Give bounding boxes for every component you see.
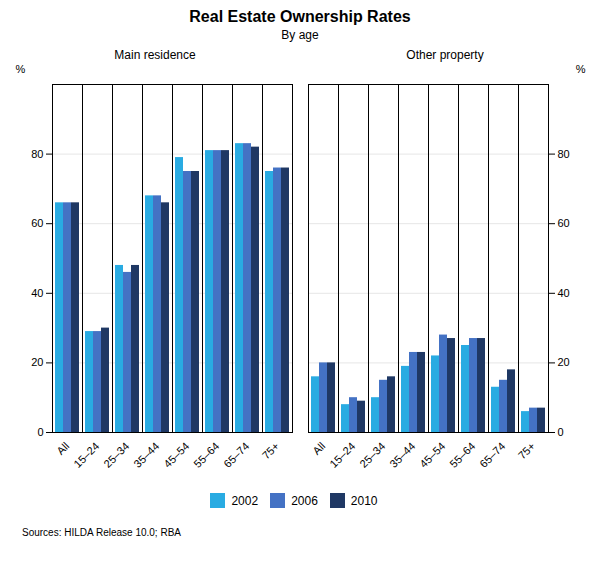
html-text:2006: 2006 bbox=[291, 493, 318, 508]
svg-text:25–34: 25–34 bbox=[357, 440, 387, 470]
svg-text:80: 80 bbox=[31, 148, 43, 160]
svg-text:45–54: 45–54 bbox=[161, 440, 191, 470]
svg-text:55–64: 55–64 bbox=[447, 440, 477, 470]
svg-text:%: % bbox=[16, 63, 26, 75]
svg-text:75+: 75+ bbox=[260, 440, 282, 462]
svg-text:55–64: 55–64 bbox=[191, 440, 221, 470]
svg-text:0: 0 bbox=[558, 426, 564, 438]
svg-text:45–54: 45–54 bbox=[417, 440, 447, 470]
html-text:Real Estate Ownership Rates: Real Estate Ownership Rates bbox=[189, 8, 411, 25]
html-text:Other property: Other property bbox=[406, 48, 484, 62]
svg-text:%: % bbox=[576, 63, 586, 75]
svg-text:60: 60 bbox=[31, 217, 43, 229]
svg-text:20: 20 bbox=[558, 356, 570, 368]
svg-text:15–24: 15–24 bbox=[71, 440, 101, 470]
svg-text:20: 20 bbox=[31, 356, 43, 368]
html-text:Main residence: Main residence bbox=[114, 48, 196, 62]
svg-text:65–74: 65–74 bbox=[477, 440, 507, 470]
svg-text:All: All bbox=[54, 440, 71, 457]
svg-text:65–74: 65–74 bbox=[221, 440, 251, 470]
svg-text:40: 40 bbox=[31, 287, 43, 299]
svg-text:35–44: 35–44 bbox=[387, 440, 417, 470]
html-text:By age: By age bbox=[281, 28, 319, 42]
html-text:2010: 2010 bbox=[350, 493, 378, 508]
svg-text:60: 60 bbox=[558, 217, 570, 229]
svg-text:25–34: 25–34 bbox=[101, 440, 131, 470]
svg-text:80: 80 bbox=[558, 148, 570, 160]
html-text:Sources: HILDA Release 10.0; R: Sources: HILDA Release 10.0; RBA bbox=[22, 527, 181, 538]
svg-text:15–24: 15–24 bbox=[327, 440, 357, 470]
svg-text:75+: 75+ bbox=[516, 440, 538, 462]
svg-text:40: 40 bbox=[558, 287, 570, 299]
svg-text:0: 0 bbox=[37, 426, 43, 438]
svg-text:35–44: 35–44 bbox=[131, 440, 161, 470]
svg-text:All: All bbox=[310, 440, 327, 457]
html-text:2002: 2002 bbox=[231, 493, 259, 508]
